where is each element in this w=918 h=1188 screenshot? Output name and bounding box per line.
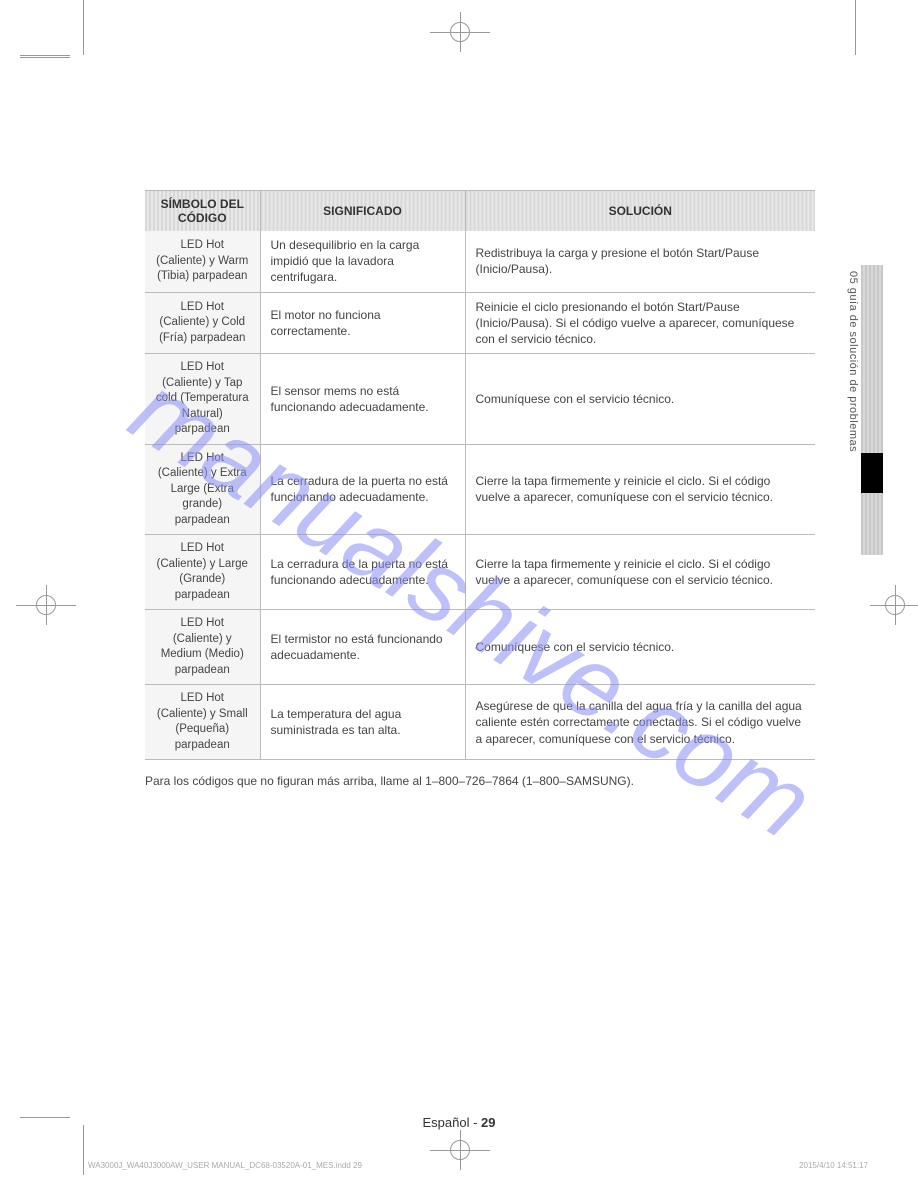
- footnote-text: Para los códigos que no figuran más arri…: [145, 774, 815, 788]
- header-solution: SOLUCIÓN: [465, 191, 815, 232]
- cell-meaning: El termistor no está funcionando adecuad…: [260, 610, 465, 685]
- cell-symbol: LED Hot (Caliente) y Large (Grande) parp…: [145, 535, 260, 610]
- table-row: LED Hot (Caliente) y Large (Grande) parp…: [145, 535, 815, 610]
- header-meaning: SIGNIFICADO: [260, 191, 465, 232]
- cell-meaning: El motor no funciona correctamente.: [260, 292, 465, 354]
- table-row: LED Hot (Caliente) y Cold (Fría) parpade…: [145, 292, 815, 354]
- cell-meaning: La temperatura del agua suministrada es …: [260, 685, 465, 760]
- tab-marker: [861, 453, 883, 493]
- table-row: LED Hot (Caliente) y Medium (Medio) parp…: [145, 610, 815, 685]
- crop-mark: [83, 0, 84, 55]
- crop-mark: [460, 12, 461, 52]
- cell-symbol: LED Hot (Caliente) y Cold (Fría) parpade…: [145, 292, 260, 354]
- crop-mark: [895, 585, 896, 625]
- tab-label: 05 guía de solución de problemas: [841, 271, 859, 491]
- page-number: 29: [481, 1115, 495, 1130]
- header-symbol: SÍMBOLO DEL CÓDIGO: [145, 191, 260, 232]
- tab-stripe: [861, 265, 883, 555]
- table-row: LED Hot (Caliente) y Warm (Tibia) parpad…: [145, 231, 815, 292]
- error-code-table: SÍMBOLO DEL CÓDIGO SIGNIFICADO SOLUCIÓN …: [145, 190, 815, 760]
- cell-solution: Comuníquese con el servicio técnico.: [465, 354, 815, 445]
- crop-mark: [20, 57, 70, 58]
- crop-mark: [83, 1125, 84, 1175]
- crop-mark: [855, 0, 856, 55]
- cell-symbol: LED Hot (Caliente) y Warm (Tibia) parpad…: [145, 231, 260, 292]
- cell-symbol: LED Hot (Caliente) y Small (Pequeña) par…: [145, 685, 260, 760]
- cell-solution: Cierre la tapa firmemente y reinicie el …: [465, 535, 815, 610]
- cell-meaning: La cerradura de la puerta no está funcio…: [260, 535, 465, 610]
- cell-solution: Reinicie el ciclo presionando el botón S…: [465, 292, 815, 354]
- table-row: LED Hot (Caliente) y Small (Pequeña) par…: [145, 685, 815, 760]
- cell-symbol: LED Hot (Caliente) y Tap cold (Temperatu…: [145, 354, 260, 445]
- cell-solution: Comuníquese con el servicio técnico.: [465, 610, 815, 685]
- crop-mark: [46, 585, 47, 625]
- table-row: LED Hot (Caliente) y Extra Large (Extra …: [145, 444, 815, 535]
- crop-mark: [20, 55, 70, 56]
- cell-meaning: La cerradura de la puerta no está funcio…: [260, 444, 465, 535]
- footer-language: Español -: [422, 1115, 481, 1130]
- table-row: LED Hot (Caliente) y Tap cold (Temperatu…: [145, 354, 815, 445]
- imprint-timestamp: 2015/4/10 14:51:17: [799, 1161, 868, 1170]
- page-content: SÍMBOLO DEL CÓDIGO SIGNIFICADO SOLUCIÓN …: [145, 190, 815, 788]
- cell-meaning: El sensor mems no está funcionando adecu…: [260, 354, 465, 445]
- cell-meaning: Un desequilibrio en la carga impidió que…: [260, 231, 465, 292]
- crop-mark: [460, 1130, 461, 1170]
- table-header-row: SÍMBOLO DEL CÓDIGO SIGNIFICADO SOLUCIÓN: [145, 191, 815, 232]
- cell-symbol: LED Hot (Caliente) y Medium (Medio) parp…: [145, 610, 260, 685]
- page-footer: Español - 29: [0, 1115, 918, 1130]
- cell-solution: Redistribuya la carga y presione el botó…: [465, 231, 815, 292]
- imprint-filename: WA3000J_WA40J3000AW_USER MANUAL_DC68-035…: [88, 1161, 362, 1170]
- section-tab: 05 guía de solución de problemas: [833, 265, 883, 555]
- crop-mark: [870, 605, 918, 606]
- cell-solution: Cierre la tapa firmemente y reinicie el …: [465, 444, 815, 535]
- cell-solution: Asegúrese de que la canilla del agua frí…: [465, 685, 815, 760]
- cell-symbol: LED Hot (Caliente) y Extra Large (Extra …: [145, 444, 260, 535]
